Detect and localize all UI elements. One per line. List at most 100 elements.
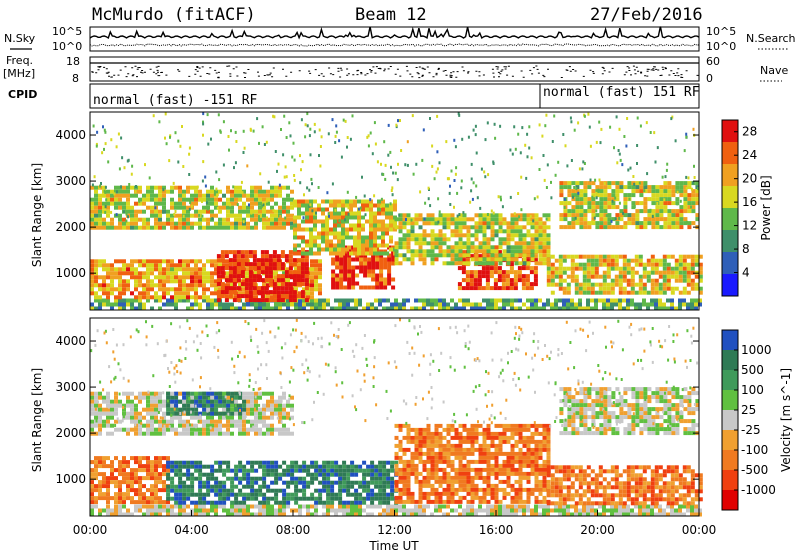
power-echo-cell: [554, 302, 558, 307]
power-scatter-cell: [340, 155, 343, 159]
power-echo-cell: [422, 298, 426, 303]
power-echo-cell: [339, 269, 344, 274]
power-echo-cell: [274, 271, 278, 276]
power-echo-cell: [341, 203, 345, 208]
velocity-echo-cell: [694, 508, 698, 513]
power-scatter-cell: [105, 198, 108, 202]
power-echo-cell: [310, 287, 314, 292]
power-scatter-cell: [234, 161, 237, 165]
velocity-echo-cell: [310, 480, 315, 485]
power-echo-cell: [638, 286, 643, 291]
power-echo-cell: [462, 233, 467, 238]
power-echo-cell: [698, 274, 703, 279]
power-echo-cell: [162, 225, 166, 230]
power-scatter-cell: [327, 212, 330, 216]
power-echo-cell: [558, 274, 563, 279]
power-echo-cell: [679, 225, 684, 230]
velocity-echo-cell: [406, 459, 411, 464]
power-echo-cell: [94, 225, 98, 230]
power-echo-cell: [130, 275, 134, 280]
velocity-echo-cell: [382, 488, 387, 493]
power-echo-cell: [533, 270, 538, 275]
power-scatter-cell: [103, 128, 106, 132]
power-echo-cell: [94, 209, 98, 214]
power-colorbar-tick-label: 16: [742, 195, 757, 209]
power-echo-cell: [210, 271, 214, 276]
velocity-echo-cell: [266, 460, 271, 465]
power-echo-cell: [402, 302, 406, 307]
power-echo-cell: [242, 221, 246, 226]
velocity-echo-cell: [94, 496, 98, 501]
power-echo-cell: [150, 306, 154, 311]
power-echo-cell: [256, 278, 261, 283]
velocity-echo-cell: [334, 460, 339, 465]
velocity-echo-cell: [314, 500, 319, 505]
power-echo-cell: [341, 207, 345, 212]
power-echo-cell: [482, 245, 487, 250]
power-echo-cell: [238, 217, 242, 222]
velocity-echo-cell: [458, 479, 463, 484]
velocity-echo-cell: [254, 492, 259, 497]
power-echo-cell: [522, 245, 527, 250]
power-echo-cell: [430, 233, 435, 238]
power-echo-cell: [643, 201, 648, 206]
power-scatter-cell: [490, 209, 493, 213]
velocity-echo-cell: [122, 492, 126, 497]
power-echo-cell: [635, 213, 640, 218]
power-echo-cell: [182, 291, 186, 296]
power-echo-cell: [482, 221, 487, 226]
velocity-echo-cell: [462, 447, 467, 452]
velocity-echo-cell: [102, 476, 106, 481]
power-echo-cell: [530, 249, 535, 254]
power-echo-cell: [618, 282, 623, 287]
power-echo-cell: [442, 225, 447, 230]
velocity-echo-cell: [362, 468, 367, 473]
power-scatter-cell: [122, 210, 125, 214]
velocity-echo-cell: [358, 508, 362, 513]
power-echo-cell: [158, 298, 162, 303]
power-echo-cell: [615, 193, 620, 198]
power-echo-cell: [674, 286, 679, 291]
velocity-echo-cell: [378, 484, 383, 489]
power-echo-cell: [383, 265, 388, 270]
power-echo-cell: [651, 201, 656, 206]
power-echo-cell: [618, 270, 623, 275]
power-echo-cell: [526, 233, 531, 238]
power-echo-cell: [666, 270, 671, 275]
power-echo-cell: [158, 209, 162, 214]
power-scatter-cell: [276, 169, 278, 173]
power-echo-cell: [643, 189, 648, 194]
power-echo-cell: [214, 291, 218, 296]
power-scatter-cell: [123, 166, 126, 170]
power-echo-cell: [288, 290, 293, 295]
power-echo-cell: [379, 269, 384, 274]
power-echo-cell: [502, 229, 507, 234]
power-echo-cell: [402, 233, 407, 238]
power-scatter-cell: [391, 186, 394, 190]
velocity-echo-cell: [334, 508, 338, 513]
power-scatter-cell: [366, 135, 369, 139]
velocity-echo-cell: [362, 488, 367, 493]
power-echo-cell: [377, 207, 381, 212]
power-echo-cell: [202, 267, 206, 272]
power-echo-cell: [534, 237, 539, 242]
velocity-echo-cell: [178, 480, 183, 485]
power-echo-cell: [134, 209, 138, 214]
velocity-echo-cell: [126, 476, 130, 481]
power-echo-cell: [623, 205, 628, 210]
power-echo-cell: [482, 257, 487, 262]
velocity-echo-cell: [354, 512, 358, 517]
power-echo-cell: [174, 275, 178, 280]
velocity-echo-cell: [430, 487, 435, 492]
power-echo-cell: [170, 271, 174, 276]
power-echo-cell: [166, 209, 170, 214]
velocity-echo-cell: [414, 499, 419, 504]
power-scatter-cell: [335, 130, 338, 134]
power-echo-cell: [138, 209, 142, 214]
power-echo-cell: [534, 241, 539, 246]
velocity-echo-cell: [102, 472, 106, 477]
velocity-echo-cell: [446, 487, 451, 492]
power-scatter-cell: [665, 168, 668, 172]
power-echo-cell: [686, 274, 691, 279]
power-echo-cell: [162, 259, 166, 264]
